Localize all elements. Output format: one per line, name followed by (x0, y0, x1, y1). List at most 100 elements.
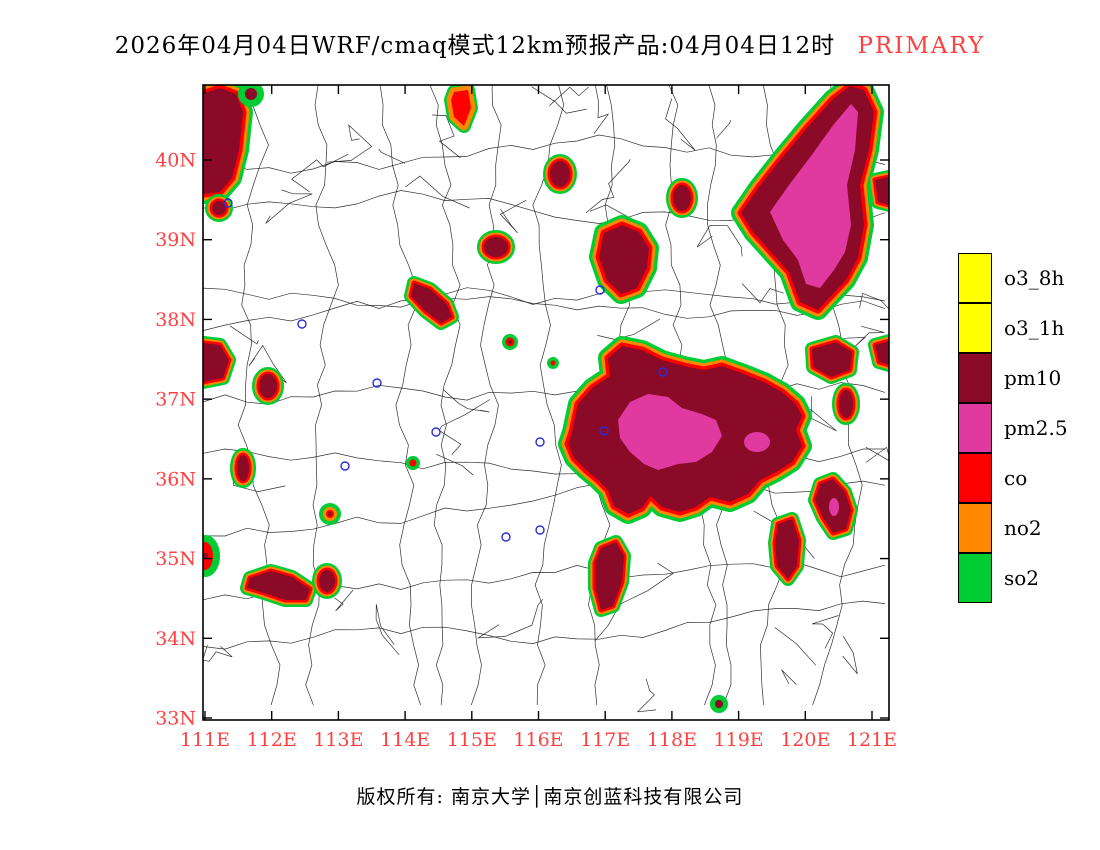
title-pollutant-tag: PRIMARY (857, 33, 986, 59)
county-boundary (470, 85, 502, 706)
county-boundary (458, 85, 460, 88)
pollutant-region (775, 519, 799, 579)
legend-label: pm10 (1004, 366, 1062, 390)
legend-label: no2 (1004, 516, 1042, 540)
county-boundary (597, 318, 661, 340)
y-tick-label: 37N (155, 389, 196, 411)
county-boundary (291, 153, 349, 193)
legend-label: pm2.5 (1004, 416, 1068, 440)
pollutant-region (550, 161, 570, 187)
county-boundary (326, 124, 373, 163)
county-boundary (593, 85, 610, 134)
y-tick-label: 36N (155, 468, 196, 490)
county-boundary (810, 396, 837, 432)
pollutant-region (812, 342, 852, 377)
county-boundary (203, 448, 886, 494)
pollutant-region-northeast-large (741, 86, 874, 310)
county-boundary (865, 446, 889, 463)
county-boundary (438, 399, 491, 455)
county-boundary (665, 98, 696, 151)
pollutant-dot (547, 357, 559, 369)
county-boundary (781, 669, 797, 685)
pollutant-region-central-large (568, 346, 802, 514)
county-boundary (237, 85, 281, 706)
legend-swatch-no2 (958, 502, 992, 553)
county-boundary (248, 344, 287, 383)
x-tick-label: 114E (380, 729, 430, 751)
pollutant-region (595, 542, 624, 610)
x-tick-label: 115E (447, 729, 497, 751)
pollutant-region (259, 374, 277, 398)
county-boundary (379, 85, 421, 706)
pollutant-region (815, 479, 851, 533)
county-boundary (716, 120, 732, 139)
y-tick-label: 40N (155, 150, 196, 172)
county-boundary (203, 287, 886, 331)
county-boundary (499, 199, 527, 234)
county-boundary (443, 389, 490, 413)
axis-labels: 111E 112E 113E 114E 115E 116E 117E 118E 119E 120E… (155, 150, 897, 752)
legend-item-no2: no2 (958, 502, 1068, 553)
x-tick-label: 113E (313, 729, 363, 751)
legend-swatch-so2 (958, 552, 992, 603)
pollutant-dot (406, 456, 420, 470)
pollutant-region (839, 390, 853, 418)
legend-swatch-o3_1h (958, 302, 992, 353)
county-boundary (811, 615, 839, 649)
page-title: 2026年04月04日WRF/cmaq模式12km预报产品:04月04日12时 … (0, 26, 1100, 60)
legend-label: so2 (1004, 566, 1040, 590)
legend-swatch-o3_8h (958, 252, 992, 303)
legend-item-so2: so2 (958, 552, 1068, 603)
x-tick-label: 120E (780, 729, 830, 751)
legend-item-o3_8h: o3_8h (958, 252, 1068, 303)
county-boundary (859, 292, 889, 310)
pollutant-dot-bottom (710, 695, 728, 713)
pollutant-region (411, 283, 452, 323)
county-boundary (594, 562, 674, 642)
county-boundary (636, 678, 657, 713)
pollutant-region (484, 237, 508, 257)
legend-item-pm10: pm10 (958, 352, 1068, 403)
pollutant-dot (502, 334, 518, 350)
y-tick-label: 38N (155, 309, 196, 331)
legend-swatch-pm10 (958, 352, 992, 403)
county-boundary (531, 86, 587, 114)
legend-swatch-co (958, 452, 992, 503)
axis-ticks (203, 85, 889, 720)
pollutant-regions (203, 86, 889, 713)
y-tick-label: 34N (155, 628, 196, 650)
map-border (202, 84, 890, 721)
county-boundary (549, 86, 589, 107)
y-tick-label: 39N (155, 229, 196, 251)
y-tick-label: 35N (155, 548, 196, 570)
pollutant-region (237, 455, 249, 481)
x-tick-label: 117E (580, 729, 630, 751)
pollutant-region (247, 570, 335, 600)
x-tick-label: 118E (647, 729, 697, 751)
x-tick-label: 119E (714, 729, 764, 751)
legend: o3_8h o3_1h pm10 pm2.5 co no2 so2 (958, 252, 1068, 603)
county-boundary (265, 189, 313, 224)
pollutant-region-right-edge (875, 176, 889, 206)
county-boundary (334, 589, 354, 612)
pollutant-region (599, 225, 649, 294)
pollutant-region-left-edge (203, 542, 213, 570)
county-boundary (229, 325, 259, 345)
county-boundary (375, 604, 400, 656)
county-boundary (203, 134, 886, 174)
y-tick-label: 33N (155, 708, 196, 730)
pollutant-region-right-edge (875, 340, 889, 366)
county-boundary (842, 636, 858, 675)
county-boundary (429, 85, 461, 706)
county-boundary (477, 598, 544, 639)
county-boundary (203, 287, 886, 319)
pollutant-region-left-edge (203, 342, 229, 382)
county-boundary (741, 283, 784, 304)
county-boundary (203, 645, 233, 662)
x-tick-label: 112E (247, 729, 297, 751)
legend-item-o3_1h: o3_1h (958, 302, 1068, 353)
x-tick-label: 121E (847, 729, 897, 751)
legend-label: co (1004, 466, 1028, 490)
